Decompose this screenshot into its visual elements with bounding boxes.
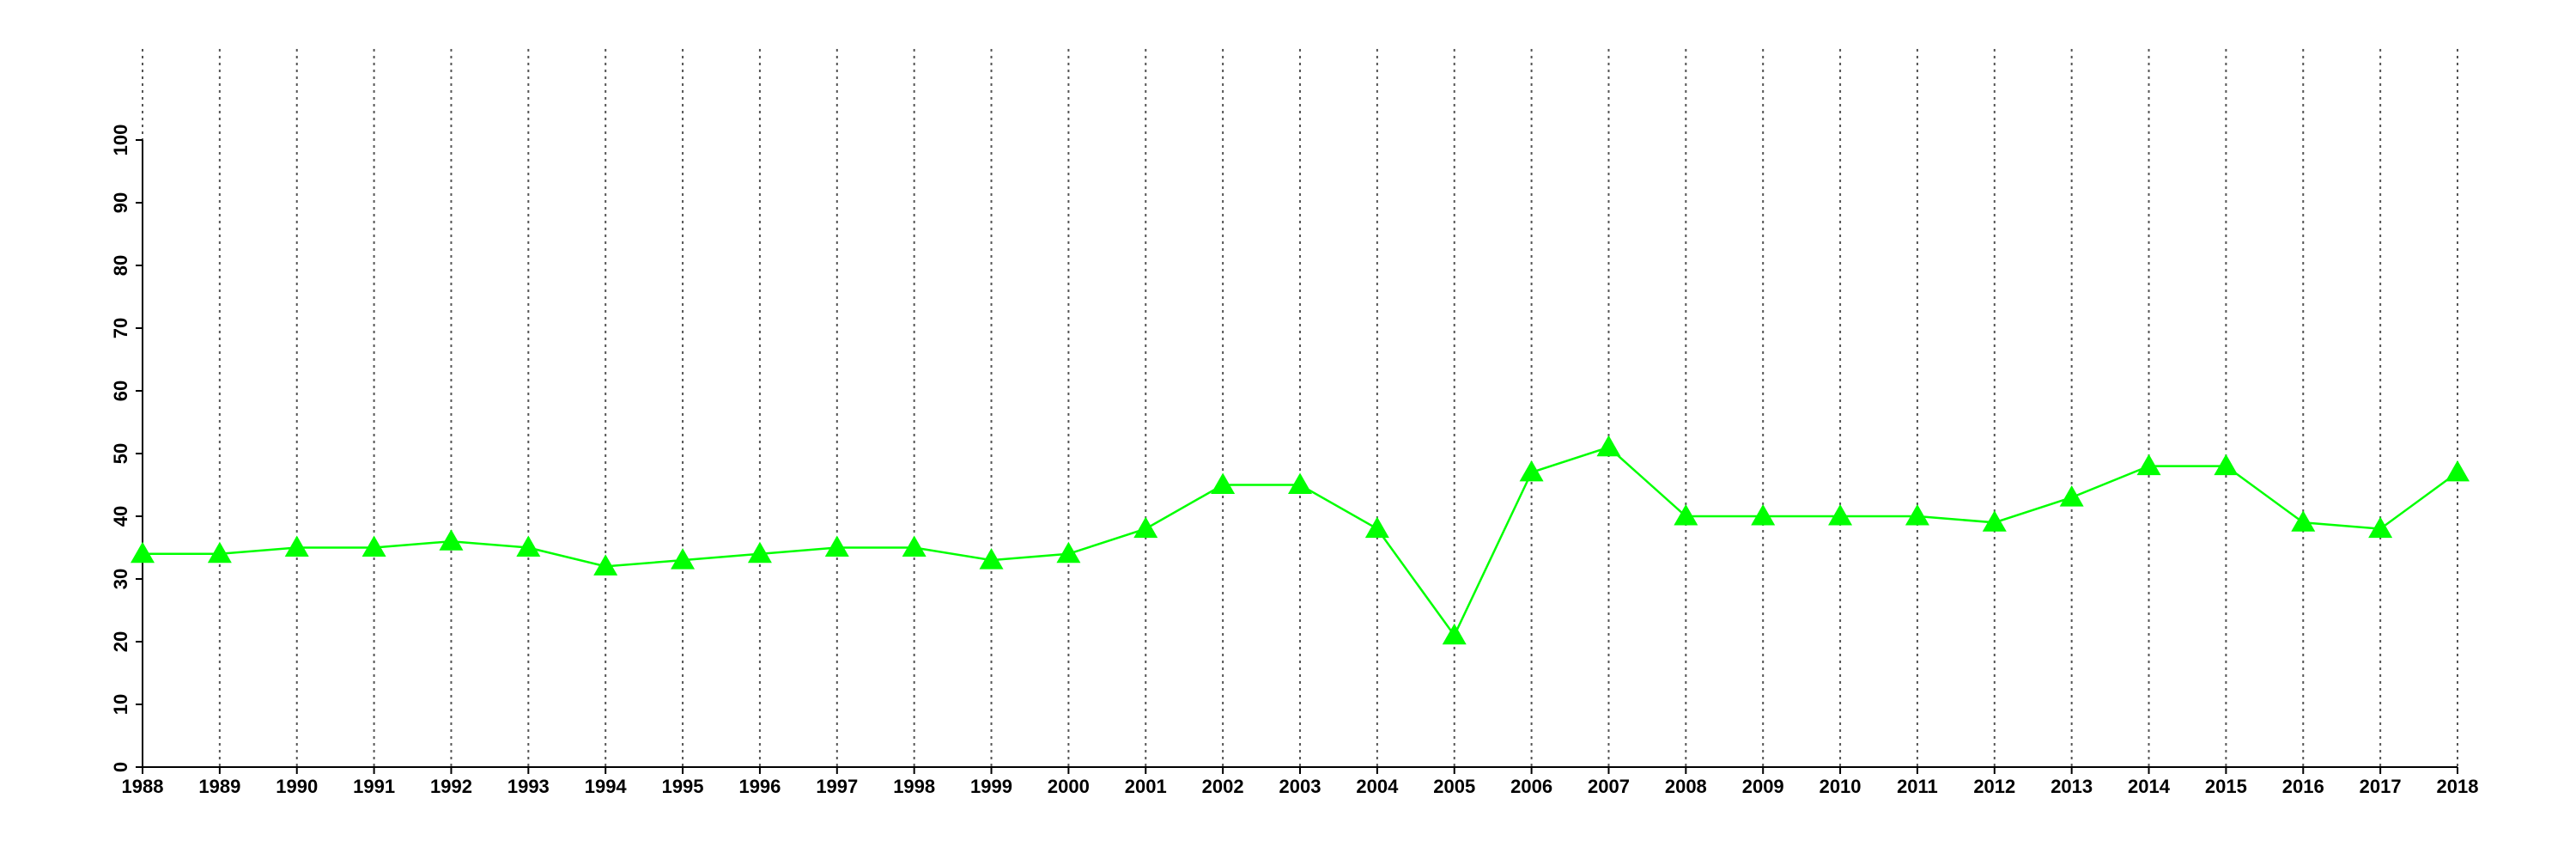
marker <box>516 535 541 557</box>
marker <box>1364 516 1389 539</box>
marker <box>361 535 386 557</box>
x-tick-label: 2003 <box>1279 776 1321 797</box>
marker <box>1596 435 1621 457</box>
marker <box>2214 454 2239 476</box>
x-tick-label: 1994 <box>585 776 628 797</box>
marker <box>2368 516 2393 539</box>
x-tick-label: 2000 <box>1048 776 1090 797</box>
x-tick-label: 2015 <box>2205 776 2247 797</box>
marker <box>1828 504 1853 526</box>
marker <box>1211 472 1236 494</box>
x-tick-label: 2013 <box>2050 776 2093 797</box>
x-tick-label: 2001 <box>1125 776 1167 797</box>
x-tick-label: 1995 <box>662 776 704 797</box>
marker <box>902 535 927 557</box>
x-tick-label: 2007 <box>1588 776 1630 797</box>
y-tick-label: 0 <box>110 762 131 772</box>
marker <box>207 541 232 564</box>
y-tick-label: 50 <box>110 443 131 464</box>
marker <box>2291 510 2316 532</box>
marker <box>1056 541 1081 564</box>
marker <box>1674 504 1698 526</box>
marker <box>1905 504 1929 526</box>
x-tick-label: 2004 <box>1356 776 1399 797</box>
marker <box>1133 516 1158 539</box>
marker <box>1288 472 1312 494</box>
x-tick-label: 1997 <box>816 776 858 797</box>
x-tick-label: 2009 <box>1742 776 1784 797</box>
x-tick-label: 1991 <box>353 776 395 797</box>
x-tick-label: 1998 <box>893 776 935 797</box>
x-tick-label: 2006 <box>1510 776 1552 797</box>
y-tick-label: 60 <box>110 381 131 401</box>
x-tick-label: 1990 <box>276 776 318 797</box>
x-tick-label: 2010 <box>1820 776 1862 797</box>
marker <box>747 541 772 564</box>
marker <box>1519 460 1544 482</box>
x-tick-label: 1989 <box>198 776 240 797</box>
marker <box>131 541 155 564</box>
marker <box>1751 504 1776 526</box>
marker <box>2445 460 2470 482</box>
y-tick-label: 70 <box>110 318 131 338</box>
y-tick-label: 90 <box>110 192 131 213</box>
x-tick-label: 1988 <box>122 776 164 797</box>
x-tick-label: 2008 <box>1665 776 1707 797</box>
y-tick-label: 30 <box>110 569 131 589</box>
x-tick-label: 1996 <box>738 776 781 797</box>
x-tick-label: 2014 <box>2128 776 2171 797</box>
x-tick-label: 2002 <box>1202 776 1244 797</box>
marker <box>1442 623 1467 645</box>
marker <box>824 535 849 557</box>
x-tick-label: 1993 <box>507 776 550 797</box>
y-tick-label: 10 <box>110 694 131 715</box>
y-tick-label: 20 <box>110 631 131 652</box>
x-tick-label: 2017 <box>2360 776 2402 797</box>
x-tick-label: 2012 <box>1973 776 2015 797</box>
marker <box>593 554 618 576</box>
x-tick-label: 2005 <box>1433 776 1475 797</box>
marker <box>671 548 696 570</box>
y-tick-label: 80 <box>110 255 131 276</box>
y-tick-label: 100 <box>110 125 131 156</box>
x-tick-label: 1992 <box>430 776 472 797</box>
x-tick-label: 2011 <box>1897 776 1938 797</box>
x-tick-label: 1999 <box>970 776 1012 797</box>
x-tick-label: 2016 <box>2282 776 2324 797</box>
marker <box>979 548 1004 570</box>
marker <box>2136 454 2161 476</box>
marker <box>439 529 464 551</box>
marker <box>2059 485 2084 507</box>
y-tick-label: 40 <box>110 506 131 527</box>
x-tick-label: 2018 <box>2437 776 2479 797</box>
marker <box>1982 510 2007 532</box>
marker <box>284 535 309 557</box>
